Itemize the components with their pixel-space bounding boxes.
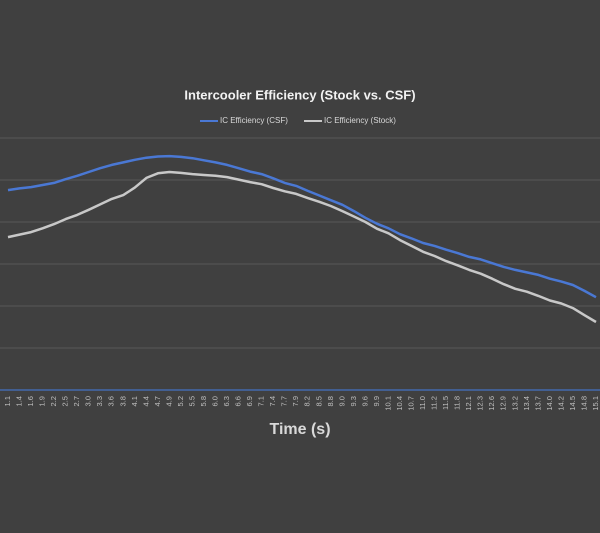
x-tick-label: 9.6 xyxy=(360,396,369,406)
x-tick-label: 11.8 xyxy=(453,396,462,410)
x-tick-label: 8.2 xyxy=(303,396,312,406)
x-tick-label: 14.8 xyxy=(579,396,588,411)
x-tick-label: 4.1 xyxy=(130,396,139,406)
x-tick-label: 1.6 xyxy=(26,396,35,406)
x-tick-label: 2.2 xyxy=(49,396,58,406)
x-tick-label: 12.1 xyxy=(464,396,473,411)
x-tick-label: 13.2 xyxy=(510,396,519,411)
x-tick-label: 6.6 xyxy=(234,396,243,406)
x-tick-label: 7.9 xyxy=(291,396,300,406)
x-tick-label: 11.0 xyxy=(418,396,427,410)
x-tick-label: 3.3 xyxy=(95,396,104,406)
legend-label: IC Efficiency (Stock) xyxy=(324,116,396,125)
data-line xyxy=(7,154,597,299)
x-tick-label: 5.2 xyxy=(176,396,185,406)
x-tick-label: 1.4 xyxy=(15,396,24,406)
legend-label: IC Efficiency (CSF) xyxy=(220,116,288,125)
x-tick-label: 4.9 xyxy=(164,396,173,406)
x-tick-label: 12.3 xyxy=(476,396,485,411)
x-tick-label: 11.2 xyxy=(430,396,439,410)
x-tick-label: 10.4 xyxy=(395,396,404,411)
x-tick-label: 6.3 xyxy=(222,396,231,406)
x-tick-label: 9.3 xyxy=(349,396,358,406)
x-tick-label: 2.5 xyxy=(61,396,70,406)
x-tick-label: 9.9 xyxy=(372,396,381,406)
x-tick-label: 8.5 xyxy=(314,396,323,406)
chart-title: Intercooler Efficiency (Stock vs. CSF) xyxy=(184,87,415,102)
x-tick-label: 10.1 xyxy=(383,396,392,411)
x-tick-label: 8.8 xyxy=(326,396,335,406)
x-tick-label: 14.5 xyxy=(568,396,577,411)
x-tick-label: 7.4 xyxy=(268,396,277,406)
x-tick-label: 14.2 xyxy=(556,396,565,411)
x-tick-label: 4.7 xyxy=(153,396,162,406)
x-tick-label: 6.0 xyxy=(211,396,220,406)
x-tick-label: 7.1 xyxy=(257,396,266,406)
x-tick-label: 12.9 xyxy=(499,396,508,411)
x-axis-title: Time (s) xyxy=(269,421,330,438)
x-tick-label: 14.0 xyxy=(545,396,554,411)
x-tick-label: 3.8 xyxy=(118,396,127,406)
x-tick-label: 3.0 xyxy=(84,396,93,406)
x-tick-label: 6.9 xyxy=(245,396,254,406)
x-tick-label: 7.7 xyxy=(280,396,289,406)
x-tick-label: 12.6 xyxy=(487,396,496,411)
x-tick-label: 9.0 xyxy=(337,396,346,406)
x-tick-label: 13.4 xyxy=(522,396,531,411)
x-tick-label: 2.7 xyxy=(72,396,81,406)
x-tick-label: 5.5 xyxy=(187,396,196,406)
x-tick-label: 1.1 xyxy=(3,396,12,406)
x-tick-label: 13.7 xyxy=(533,396,542,411)
x-tick-label: 4.4 xyxy=(141,396,150,406)
x-tick-label: 5.8 xyxy=(199,396,208,406)
x-tick-label: 10.7 xyxy=(407,396,416,411)
x-tick-label: 11.5 xyxy=(441,396,450,410)
x-tick-label: 15.1 xyxy=(591,396,600,411)
x-tick-label: 3.6 xyxy=(107,396,116,406)
data-line xyxy=(7,170,597,324)
x-tick-label: 1.9 xyxy=(38,396,47,406)
